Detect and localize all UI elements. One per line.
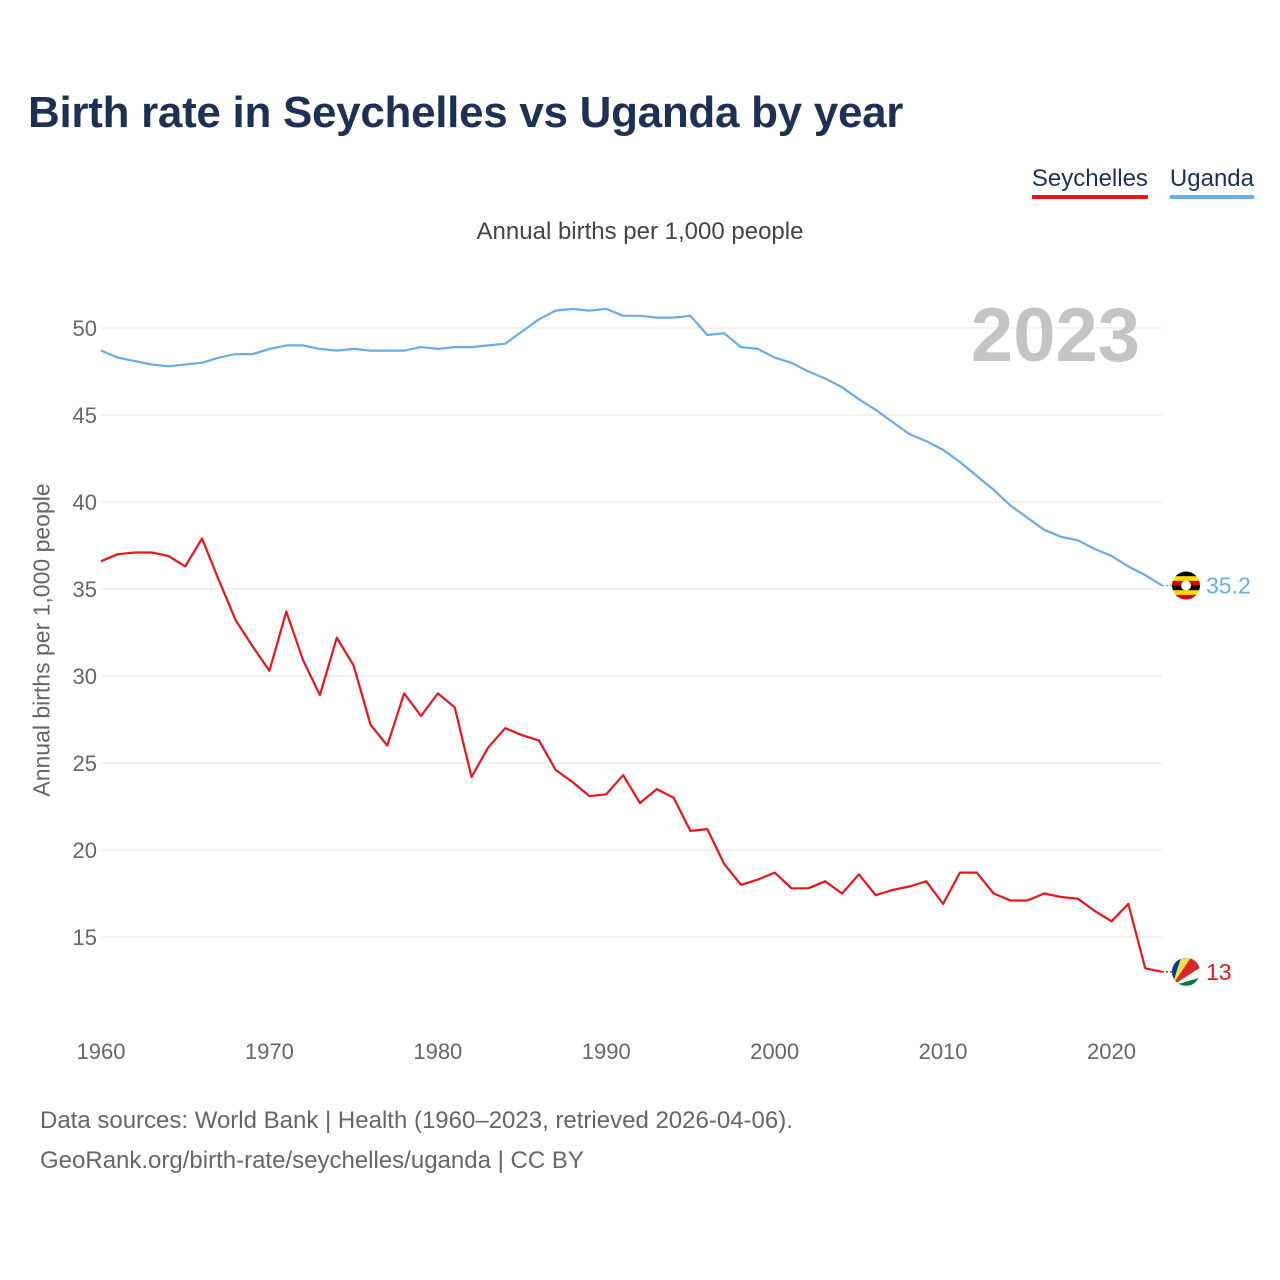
series-lines bbox=[100, 307, 1163, 973]
y-tick-label: 30 bbox=[73, 664, 97, 689]
seychelles-flag-icon bbox=[1172, 957, 1200, 986]
x-tick-label: 2000 bbox=[750, 1039, 799, 1064]
legend-item-uganda[interactable]: Uganda bbox=[1169, 165, 1254, 199]
x-tick-label: 1970 bbox=[245, 1039, 294, 1064]
x-tick-label: 1980 bbox=[413, 1039, 462, 1064]
series-line-uganda bbox=[100, 307, 1163, 587]
y-tick-label: 25 bbox=[73, 751, 97, 776]
source-note: Data sources: World Bank | Health (1960–… bbox=[40, 1107, 793, 1134]
y-tick-label: 50 bbox=[73, 316, 97, 341]
y-tick-label: 35 bbox=[73, 577, 97, 602]
chart-subtitle: Annual births per 1,000 people bbox=[476, 218, 804, 245]
x-tick-label: 2020 bbox=[1087, 1039, 1136, 1064]
legend-item-seychelles[interactable]: Seychelles bbox=[1031, 165, 1148, 199]
year-watermark: 2023 bbox=[971, 293, 1140, 378]
y-tick-label: 20 bbox=[73, 838, 97, 863]
y-axis-ticks: 15 20 25 30 35 40 45 50 bbox=[73, 316, 97, 950]
y-tick-label: 15 bbox=[73, 925, 97, 950]
legend: Seychelles Uganda bbox=[1031, 165, 1254, 199]
x-axis-ticks: 1960 1970 1980 1990 2000 2010 2020 bbox=[77, 1039, 1136, 1064]
end-value-seychelles: 13 bbox=[1206, 959, 1232, 985]
x-tick-label: 2010 bbox=[919, 1039, 968, 1064]
x-tick-label: 1990 bbox=[582, 1039, 631, 1064]
y-tick-label: 45 bbox=[73, 403, 97, 428]
gridlines bbox=[101, 327, 1162, 938]
series-line-seychelles bbox=[100, 537, 1163, 973]
uganda-flag-icon bbox=[1172, 571, 1200, 600]
y-tick-label: 40 bbox=[73, 490, 97, 515]
series-end-labels: 35.2 13 bbox=[1162, 571, 1251, 986]
credit-link[interactable]: GeoRank.org/birth-rate/seychelles/uganda… bbox=[40, 1147, 584, 1174]
x-tick-label: 1960 bbox=[77, 1039, 126, 1064]
chart-title: Birth rate in Seychelles vs Uganda by ye… bbox=[28, 88, 904, 137]
end-value-uganda: 35.2 bbox=[1206, 573, 1251, 599]
